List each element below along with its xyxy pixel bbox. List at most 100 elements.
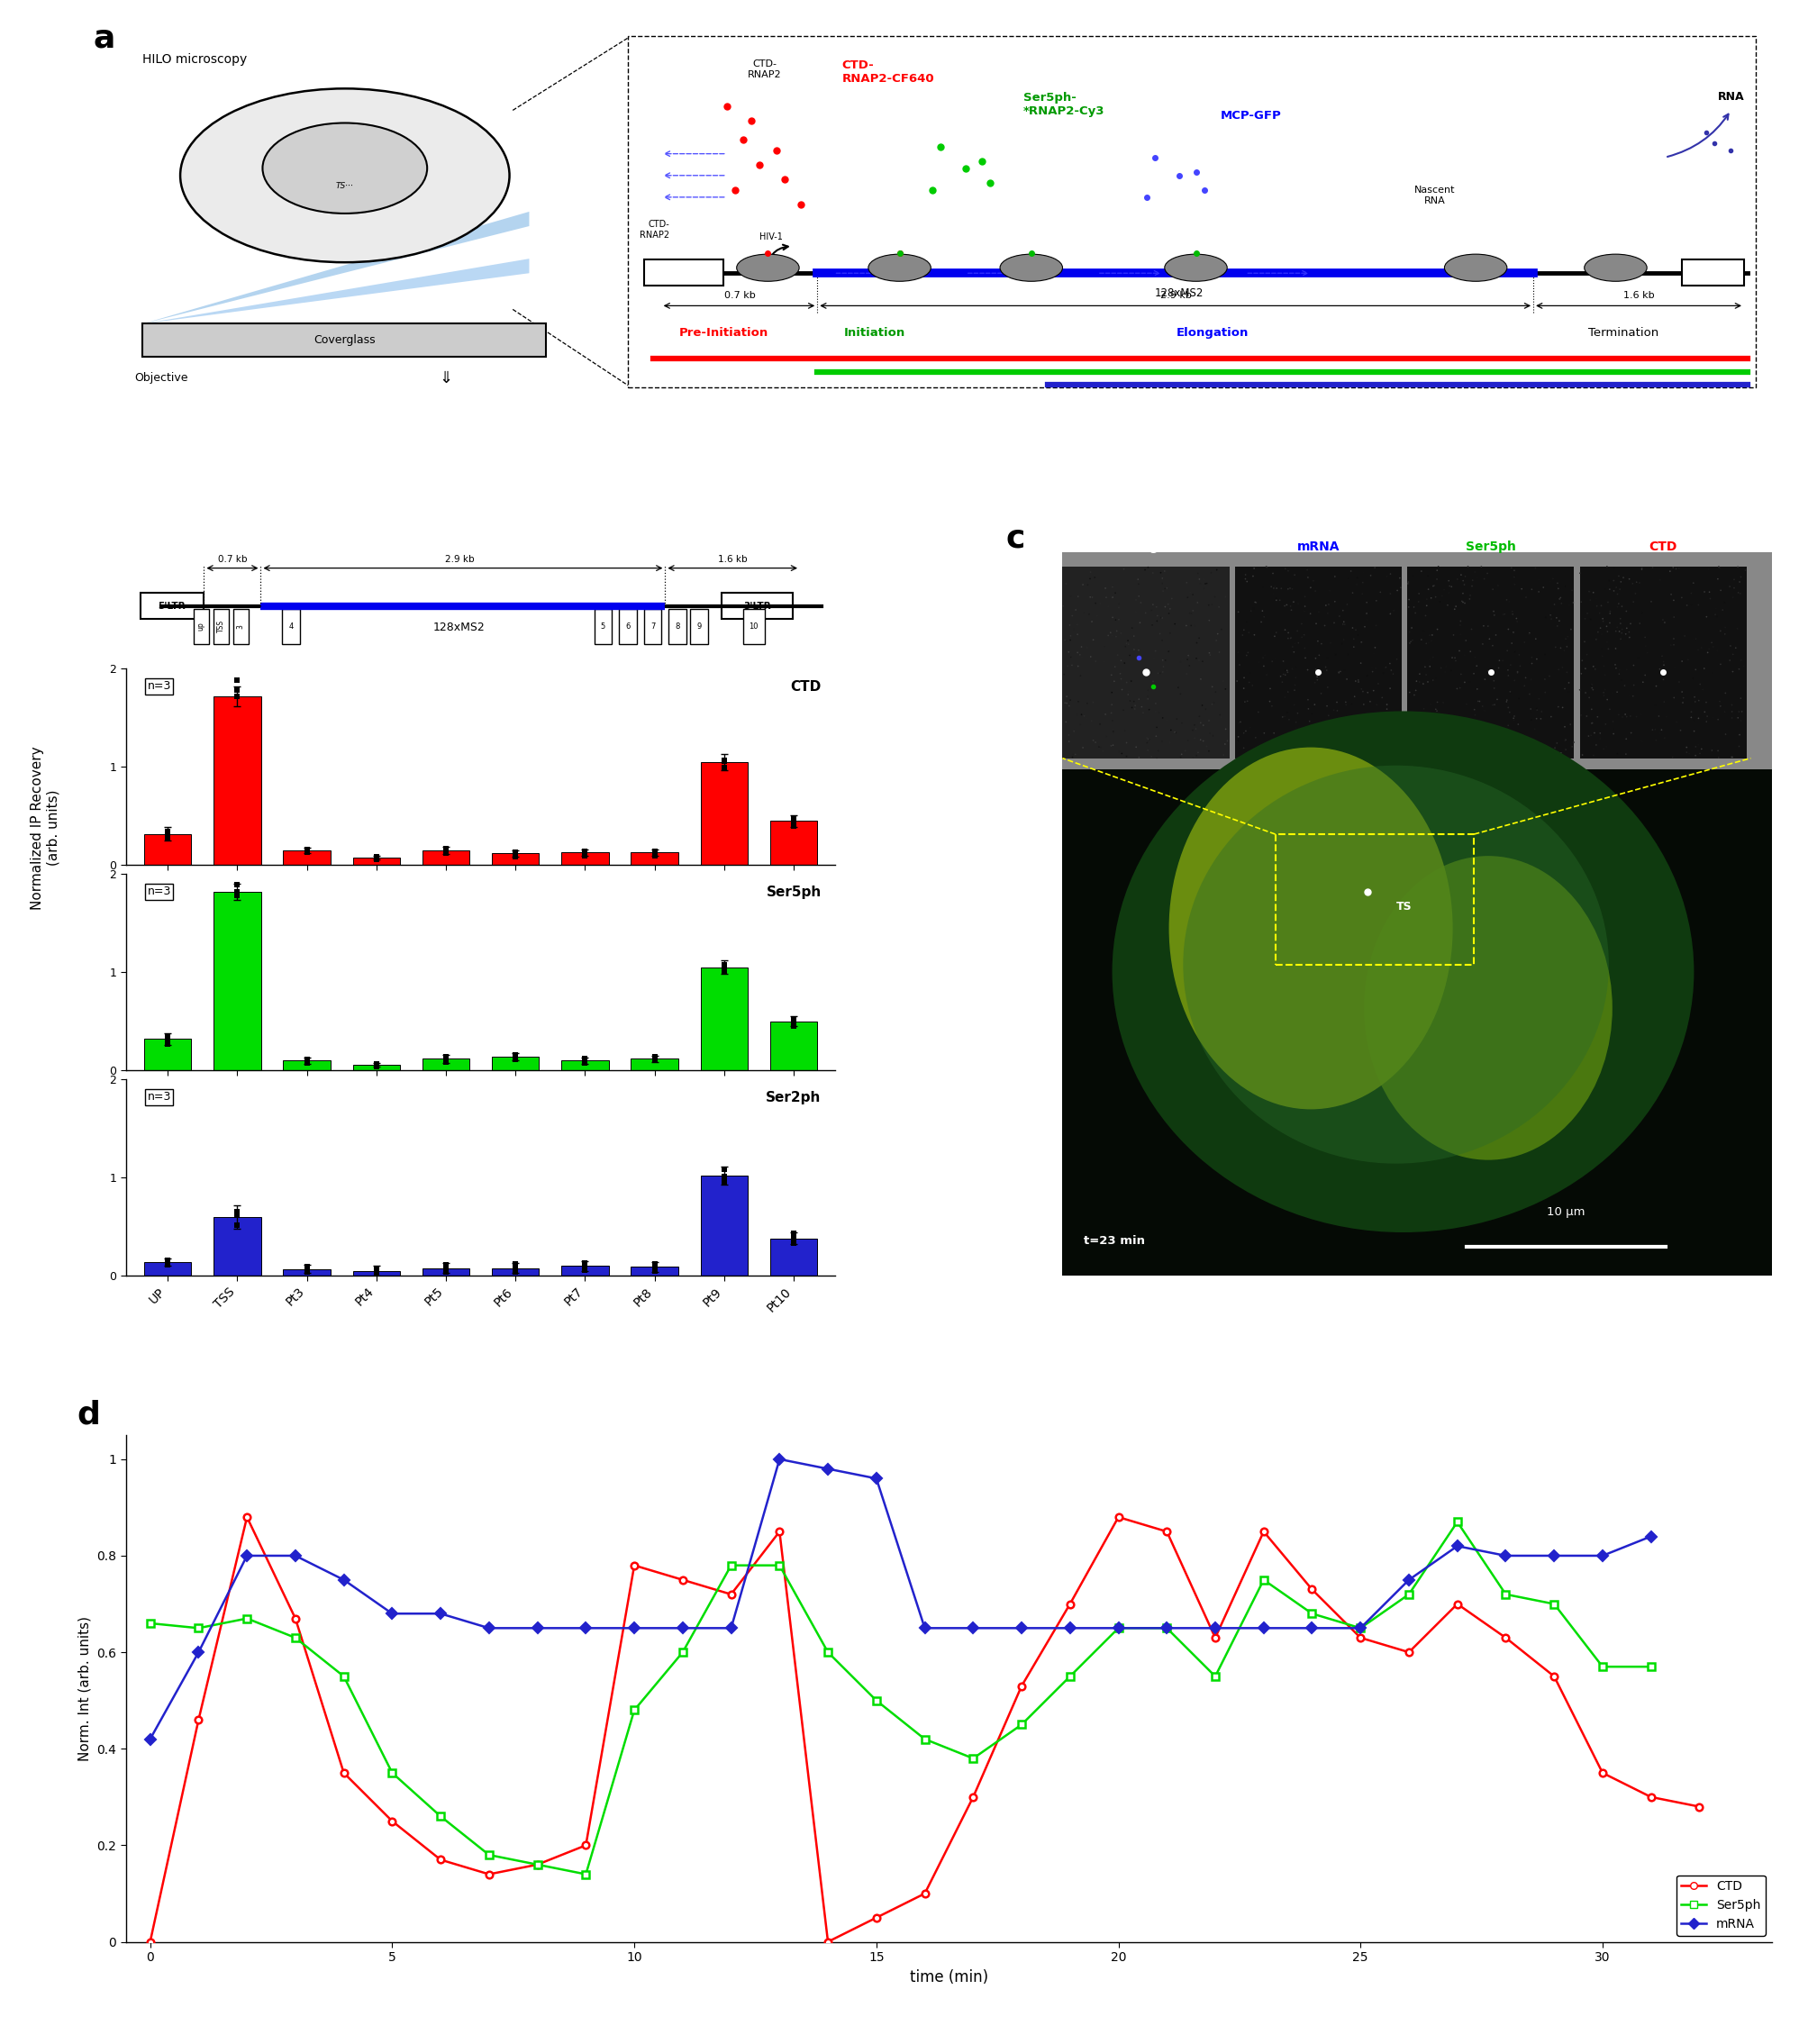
Point xyxy=(1356,738,1385,771)
Point xyxy=(1450,587,1479,619)
Line: Ser5ph: Ser5ph xyxy=(148,1519,1655,1878)
Point xyxy=(1121,693,1150,726)
Point xyxy=(1178,595,1207,628)
Bar xyxy=(491,1267,540,1275)
CTD xyxy=(1252,1519,1274,1543)
Point xyxy=(1097,705,1126,738)
Point xyxy=(1304,595,1333,628)
Point xyxy=(1657,630,1686,662)
Point xyxy=(1266,660,1295,693)
Text: n=3: n=3 xyxy=(148,885,171,897)
Point xyxy=(1657,578,1686,611)
Point xyxy=(1097,730,1126,762)
Point xyxy=(1105,587,1133,619)
Point xyxy=(1168,707,1196,740)
Point xyxy=(1274,656,1302,689)
Ser5ph xyxy=(1446,1511,1468,1535)
Point xyxy=(1612,654,1641,687)
CTD xyxy=(1495,1625,1517,1650)
Point xyxy=(1274,572,1302,605)
Ser5ph xyxy=(187,1617,209,1641)
Point xyxy=(1173,724,1202,756)
Point xyxy=(1716,630,1745,662)
Point xyxy=(1725,566,1754,599)
Ser5ph xyxy=(962,1746,984,1770)
Point xyxy=(1338,576,1367,609)
Point xyxy=(1324,656,1353,689)
Point xyxy=(640,836,669,869)
CTD xyxy=(333,1760,354,1784)
Point xyxy=(1495,724,1524,756)
Point xyxy=(1461,699,1490,732)
Ser5ph xyxy=(914,1727,935,1752)
Point xyxy=(1612,560,1641,593)
Point xyxy=(1371,652,1400,685)
Point xyxy=(1223,719,1252,752)
Point xyxy=(1148,726,1177,758)
Point xyxy=(1146,601,1175,634)
Point xyxy=(1696,583,1725,615)
Point xyxy=(1603,611,1632,644)
Point xyxy=(1578,672,1607,705)
Point xyxy=(1520,713,1549,746)
Point xyxy=(1133,552,1162,585)
Point xyxy=(1515,617,1544,650)
Point xyxy=(1500,664,1529,697)
Point xyxy=(1418,583,1446,615)
Point xyxy=(1380,722,1409,754)
Point xyxy=(293,836,322,869)
Point xyxy=(1211,728,1240,760)
Point xyxy=(1063,650,1092,683)
CTD xyxy=(1157,1519,1178,1543)
Point xyxy=(1378,691,1407,724)
Point xyxy=(1320,607,1349,640)
Point xyxy=(1430,728,1459,760)
Ser5ph xyxy=(1544,1592,1565,1617)
Point xyxy=(1360,632,1389,664)
Point xyxy=(1585,722,1614,754)
Point xyxy=(1436,570,1464,603)
Point xyxy=(1112,564,1141,597)
Point xyxy=(1410,742,1439,775)
Text: n=3: n=3 xyxy=(148,1091,171,1104)
Point xyxy=(1499,703,1527,736)
Point xyxy=(1628,597,1657,630)
Point xyxy=(1353,719,1382,752)
Point xyxy=(1473,609,1502,642)
Point xyxy=(1581,652,1610,685)
Point xyxy=(1117,691,1146,724)
Point xyxy=(1660,681,1689,713)
Point xyxy=(1580,717,1608,750)
Point xyxy=(1572,699,1601,732)
Text: 5: 5 xyxy=(601,623,606,630)
Point xyxy=(1319,705,1347,738)
Point xyxy=(1722,632,1750,664)
Point xyxy=(1184,736,1213,769)
Point xyxy=(1225,732,1254,764)
Point xyxy=(1328,628,1356,660)
Point xyxy=(1405,576,1434,609)
Point xyxy=(1137,740,1166,773)
Ser5ph xyxy=(624,1699,646,1723)
Text: Nascent
RNA: Nascent RNA xyxy=(1414,186,1455,204)
Point xyxy=(779,1226,808,1259)
CTD xyxy=(1398,1639,1419,1664)
CTD xyxy=(381,1809,403,1833)
Point xyxy=(293,1253,322,1286)
Point xyxy=(1371,736,1400,769)
Point xyxy=(1202,554,1231,587)
Point xyxy=(223,1208,252,1241)
Ser5ph xyxy=(236,1607,257,1631)
Point xyxy=(1079,724,1108,756)
Text: t=23 min: t=23 min xyxy=(1083,1235,1144,1247)
Point xyxy=(1168,642,1196,675)
Point xyxy=(432,1042,461,1075)
Point xyxy=(1623,701,1651,734)
CTD xyxy=(720,1582,741,1607)
Point xyxy=(1135,724,1164,756)
mRNA xyxy=(1641,1525,1662,1549)
Ser5ph xyxy=(284,1625,306,1650)
Ser5ph xyxy=(527,1852,549,1876)
Point xyxy=(1074,568,1103,601)
Point xyxy=(1713,652,1741,685)
